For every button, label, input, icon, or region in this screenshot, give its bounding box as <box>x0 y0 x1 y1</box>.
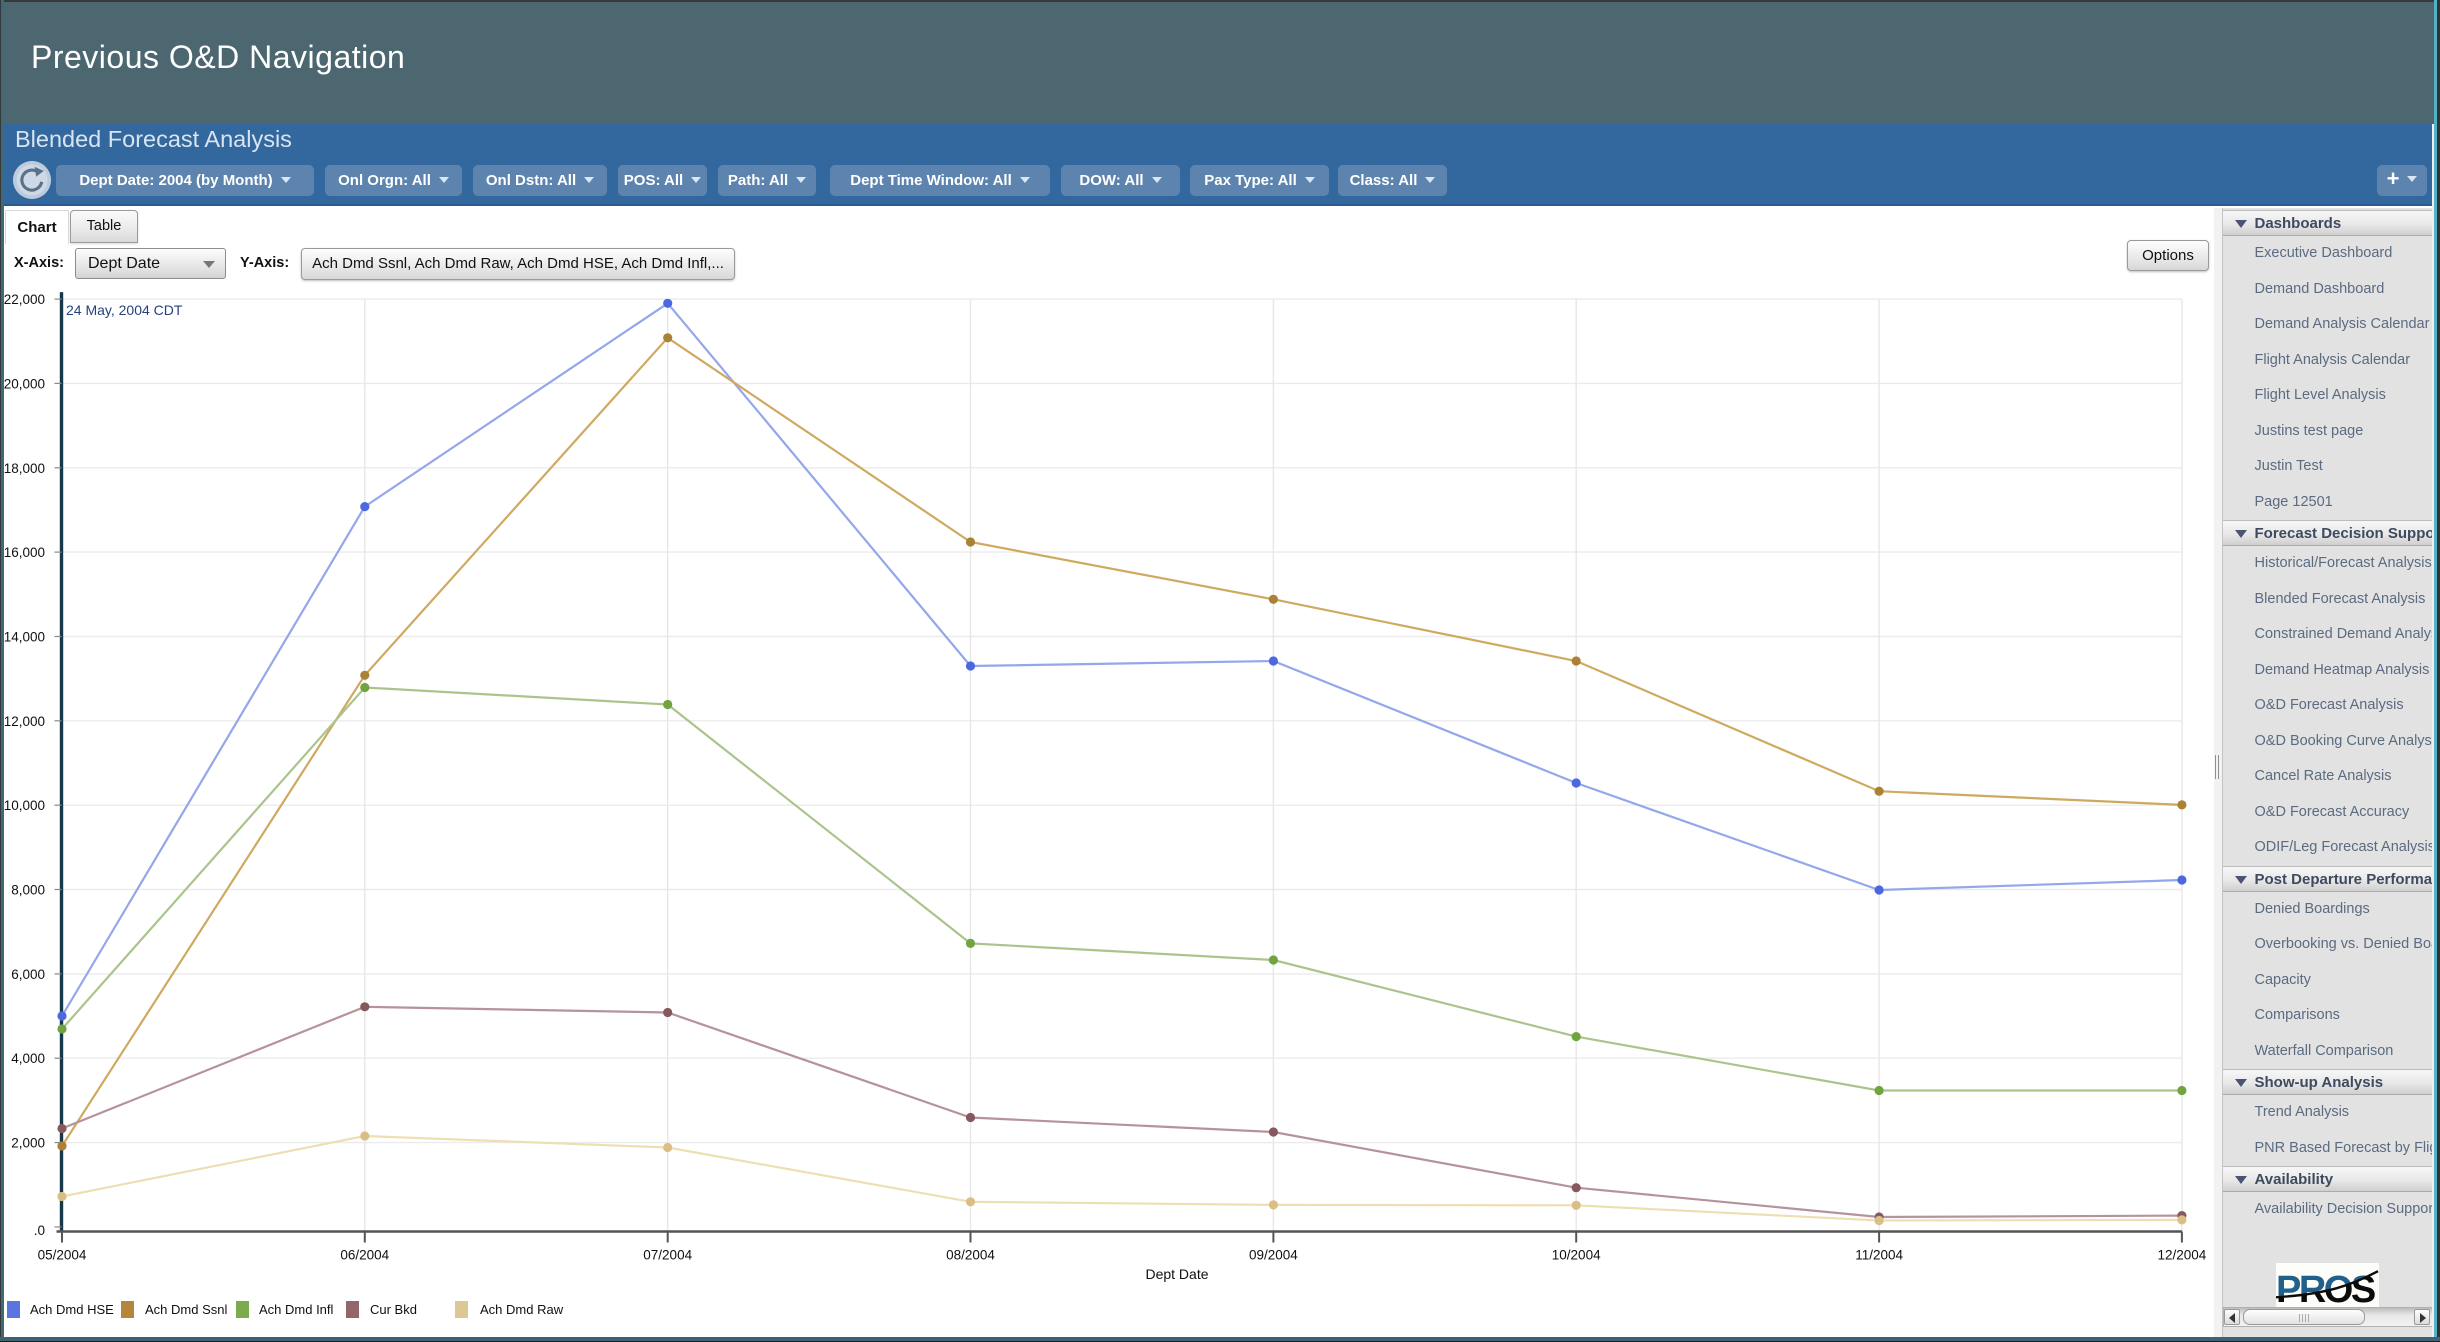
svg-text:12/2004: 12/2004 <box>2157 1248 2206 1263</box>
svg-text:09/2004: 09/2004 <box>1249 1248 1298 1263</box>
svg-text:24 May, 2004 CDT: 24 May, 2004 CDT <box>66 302 183 318</box>
svg-text:10,000: 10,000 <box>4 798 45 813</box>
svg-text:10/2004: 10/2004 <box>1552 1248 1601 1263</box>
svg-text:16,000: 16,000 <box>4 545 45 560</box>
svg-text:6,000: 6,000 <box>11 967 45 982</box>
svg-text:22,000: 22,000 <box>4 292 45 307</box>
svg-text:Dept Date: Dept Date <box>1145 1266 1208 1282</box>
svg-text:4,000: 4,000 <box>11 1051 45 1066</box>
svg-text:07/2004: 07/2004 <box>643 1248 692 1263</box>
svg-text:05/2004: 05/2004 <box>38 1248 87 1263</box>
svg-text:06/2004: 06/2004 <box>340 1248 389 1263</box>
svg-text:.0: .0 <box>34 1223 45 1238</box>
svg-text:2,000: 2,000 <box>11 1136 45 1151</box>
svg-text:18,000: 18,000 <box>4 461 45 476</box>
svg-text:11/2004: 11/2004 <box>1855 1248 1903 1263</box>
svg-text:12,000: 12,000 <box>4 714 45 729</box>
svg-text:14,000: 14,000 <box>4 630 45 645</box>
svg-text:20,000: 20,000 <box>4 376 45 391</box>
svg-text:8,000: 8,000 <box>11 883 45 898</box>
svg-text:08/2004: 08/2004 <box>946 1248 995 1263</box>
